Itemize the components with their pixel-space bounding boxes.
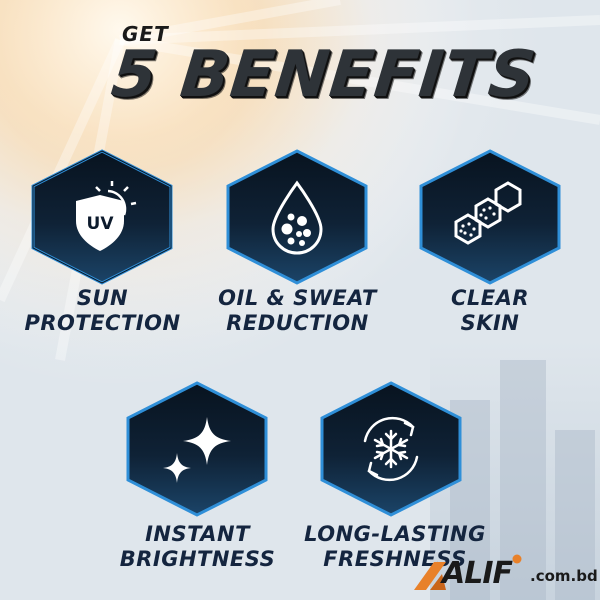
benefit-label-long-lasting-freshness: LONG-LASTING FRESHNESS [295, 522, 495, 572]
benefit-long-lasting-freshness [316, 380, 466, 518]
brand-arrow-icon [414, 562, 446, 590]
hexagon-background [419, 149, 561, 285]
benefit-clear-skin [415, 148, 565, 286]
benefit-label-sun-protection: SUN PROTECTION [10, 286, 195, 336]
benefit-label-line2: PROTECTION [24, 311, 181, 335]
brand-logo: ALIF .com.bd [412, 554, 598, 596]
uv-shield-sun-icon: UV [76, 181, 137, 251]
benefit-label-oil-sweat-reduction: OIL & SWEAT REDUCTION [200, 286, 395, 336]
brand-dot-icon [512, 554, 522, 564]
header-get-text: GET [122, 22, 169, 46]
hexagon-background [226, 149, 368, 285]
skin-cells-hexagon-icon [454, 181, 522, 245]
benefit-label-line1: SUN [76, 286, 129, 310]
benefit-label-line1: LONG-LASTING [304, 522, 486, 546]
benefit-label-line2: BRIGHTNESS [119, 547, 276, 571]
sparkle-stars-icon [163, 417, 231, 483]
benefit-label-line1: OIL & SWEAT [218, 286, 377, 310]
page-title: 5 BENEFITS [108, 38, 540, 112]
benefit-instant-brightness [122, 380, 272, 518]
snowflake-cycle-icon [363, 416, 419, 482]
benefit-label-line2: REDUCTION [226, 311, 369, 335]
brand-name: ALIF [442, 556, 513, 591]
benefit-label-line1: CLEAR [450, 286, 530, 310]
uv-text: UV [87, 214, 115, 234]
droplet-bubbles-icon [271, 180, 323, 255]
benefit-label-clear-skin: CLEAR SKIN [400, 286, 580, 336]
benefit-oil-sweat-reduction [222, 148, 372, 286]
benefit-sun-protection: UV [27, 148, 177, 286]
benefit-label-line1: INSTANT [145, 522, 250, 546]
benefit-label-line2: SKIN [460, 311, 520, 335]
hexagon-background [126, 381, 268, 517]
benefit-label-instant-brightness: INSTANT BRIGHTNESS [100, 522, 295, 572]
brand-domain: .com.bd [530, 567, 598, 585]
